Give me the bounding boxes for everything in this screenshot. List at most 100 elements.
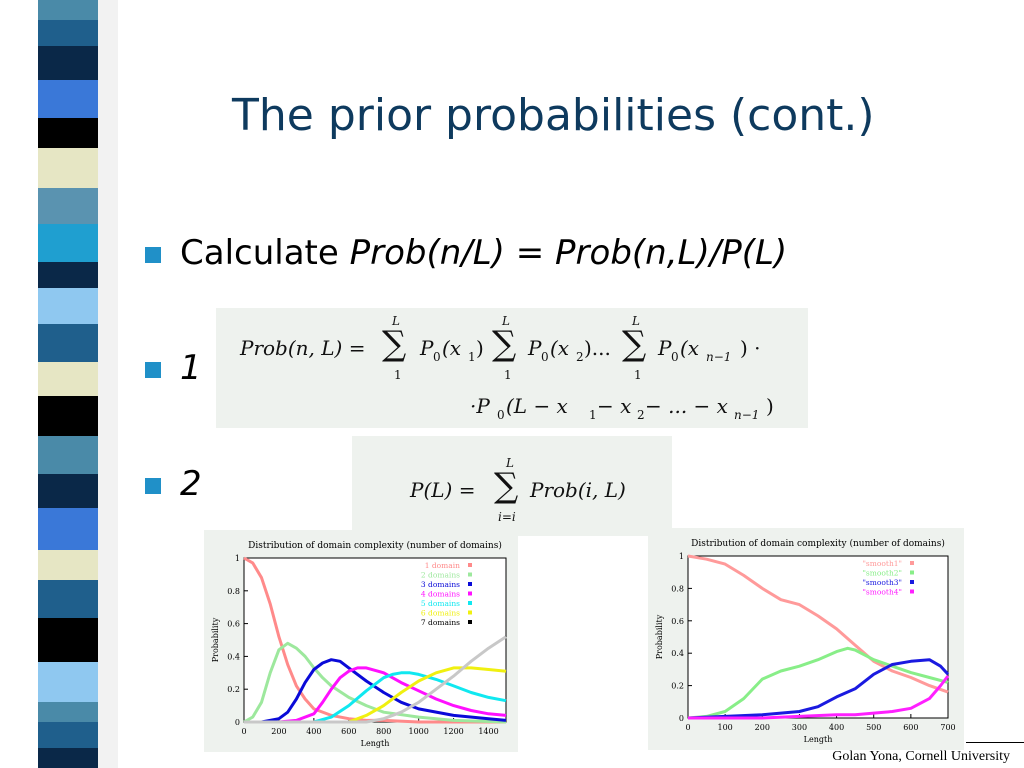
- stripe-16: [38, 550, 98, 580]
- legend-label-4: 5 domains: [421, 599, 460, 608]
- decorative-stripe-bar: [38, 0, 118, 768]
- term1-x-sub: 1: [468, 350, 476, 364]
- term2-dots: )...: [584, 336, 611, 360]
- stripe-2: [38, 46, 98, 80]
- formula2-sum-bottom: i=i: [498, 510, 516, 524]
- series-line-0: [687, 554, 949, 694]
- stripe-11: [38, 362, 98, 396]
- series-line-2: [687, 658, 950, 720]
- formula2-sum-top: L: [506, 456, 514, 470]
- series-line-0: [243, 556, 506, 724]
- stripe-3: [38, 80, 98, 118]
- sum1-bottom: 1: [394, 368, 402, 382]
- footer-credit: Golan Yona, Cornell University: [832, 749, 1010, 764]
- x-tick-label-5: 500: [866, 723, 881, 732]
- line2-p-sub: 0: [497, 408, 505, 422]
- legend-label-1: "smooth2": [862, 569, 902, 578]
- line2-d: − ... − x: [645, 394, 728, 418]
- stripe-14: [38, 474, 98, 508]
- stripe-21: [38, 722, 98, 748]
- legend-swatch-3: [468, 591, 472, 596]
- term3-p-sub: 0: [671, 350, 679, 364]
- formula1-lhs: Prob(n, L) =: [240, 336, 366, 360]
- chart-domain-complexity-svg: Distribution of domain complexity (numbe…: [211, 540, 507, 748]
- stripe-10: [38, 324, 98, 362]
- line2-d-sub: n−1: [734, 408, 760, 422]
- y-tick-label-0: 0: [235, 718, 240, 727]
- series-line-6: [244, 635, 507, 724]
- legend-swatch-4: [468, 601, 472, 605]
- y-tick-label-1: 0.2: [227, 685, 240, 694]
- legend-swatch-2: [910, 580, 914, 584]
- y-tick-label-3: 0.6: [671, 617, 684, 626]
- line2-b: (L − x: [506, 394, 568, 418]
- stripe-15: [38, 508, 98, 550]
- legend-swatch-0: [910, 561, 914, 565]
- line2-p: ·P: [470, 394, 490, 418]
- footer-rule: [966, 742, 1024, 743]
- y-tick-label-0: 0: [679, 714, 684, 723]
- sum2-bottom: 1: [504, 368, 512, 382]
- plot-frame: [687, 555, 949, 719]
- term3-x-sub: n−1: [706, 350, 732, 364]
- stripe-17: [38, 580, 98, 618]
- y-tick-label-2: 0.4: [671, 649, 684, 658]
- stripe-4: [38, 118, 98, 148]
- stripe-9: [38, 288, 98, 324]
- y-axis-label: Probability: [655, 614, 664, 659]
- x-tick-label-3: 600: [341, 727, 356, 736]
- x-tick-label-1: 100: [718, 723, 733, 732]
- legend-label-3: 4 domains: [421, 590, 460, 599]
- series-line-3: [688, 674, 950, 720]
- term2-p: P: [528, 336, 542, 360]
- legend-label-2: "smooth3": [862, 578, 902, 587]
- series-line-4: [244, 671, 507, 724]
- sum2-sigma: ∑: [492, 324, 517, 364]
- bullet-1-label: Calculate: [180, 233, 350, 273]
- x-tick-label-3: 300: [792, 723, 807, 732]
- bullet-1-text: Calculate Prob(n/L) = Prob(n,L)/P(L): [180, 233, 787, 273]
- line2-e: ): [766, 394, 774, 418]
- y-tick-label-3: 0.6: [227, 620, 240, 629]
- x-axis-label: Length: [361, 739, 390, 748]
- stripe-18: [38, 618, 98, 662]
- stripe-6: [38, 188, 98, 224]
- line2-b-sub: 1: [589, 408, 597, 422]
- x-tick-label-2: 400: [306, 727, 321, 736]
- legend-label-0: "smooth1": [862, 559, 902, 568]
- stripe-8: [38, 262, 98, 288]
- x-tick-label-0: 0: [685, 723, 690, 732]
- x-tick-label-0: 0: [241, 727, 246, 736]
- legend-swatch-1: [468, 572, 472, 577]
- series-line-1: [687, 646, 949, 720]
- formula2-rhs: Prob(i, L): [530, 478, 626, 502]
- stripe-0: [38, 0, 98, 20]
- stripe-19: [38, 662, 98, 702]
- y-axis-label: Probability: [211, 617, 220, 662]
- formula-p-l: P(L) = L ∑ i=i Prob(i, L): [352, 436, 672, 536]
- legend-label-0: 1 domain: [425, 561, 460, 570]
- line2-c: − x: [597, 394, 632, 418]
- legend-swatch-2: [468, 582, 472, 586]
- term1-x: (x: [442, 336, 462, 360]
- term2-x-sub: 2: [576, 350, 584, 364]
- x-tick-label-6: 1200: [443, 727, 463, 736]
- bullet-marker-3: [145, 478, 161, 494]
- sum3-top: L: [632, 314, 640, 328]
- legend-swatch-3: [910, 589, 914, 594]
- x-tick-label-7: 700: [940, 723, 955, 732]
- y-tick-label-4: 0.8: [227, 587, 240, 596]
- bullet-3-text: 2: [180, 464, 202, 504]
- formula2-sigma: ∑: [494, 466, 519, 506]
- series-line-5: [244, 666, 507, 724]
- y-tick-label-4: 0.8: [671, 584, 684, 593]
- x-tick-label-4: 800: [376, 727, 391, 736]
- series-line-2: [244, 658, 507, 724]
- chart-domain-complexity: Distribution of domain complexity (numbe…: [204, 530, 518, 752]
- y-tick-label-2: 0.4: [227, 652, 240, 661]
- legend-label-5: 6 domains: [421, 609, 460, 618]
- bullet-marker-1: [145, 247, 161, 263]
- term3-x: (x: [680, 336, 700, 360]
- x-tick-label-2: 200: [755, 723, 770, 732]
- bullet-2-text: 1: [180, 348, 202, 388]
